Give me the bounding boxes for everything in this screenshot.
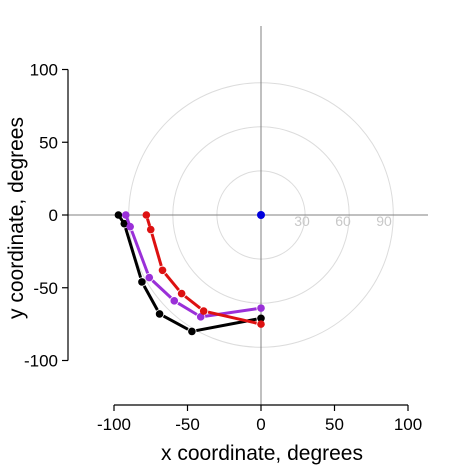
y-tick-label: 50 [39,133,58,152]
x-tick-label: -100 [97,415,131,434]
series-segment [177,301,198,316]
x-tick-label: 50 [325,415,344,434]
series-segment [164,272,180,292]
series-point [114,211,123,219]
series-segment [204,307,257,318]
y-axis-label: y coordinate, degrees [5,117,28,319]
y-tick-label: 0 [49,206,58,225]
series-segment [146,218,152,227]
center-point [257,211,265,219]
center-point-group [257,211,265,219]
series-point [121,211,130,219]
x-axis-label: x coordinate, degrees [161,442,363,465]
series-point [177,289,186,298]
series-point [158,266,167,275]
series-2 [121,211,265,321]
series-point [142,211,151,219]
series-point [199,307,208,315]
series-segment [151,279,172,299]
x-tick-label: -50 [175,415,200,434]
series-point [138,278,146,286]
series-point [188,327,196,336]
series-point [145,273,154,282]
y-tick-label: -50 [33,279,58,298]
ring-label: 60 [335,213,351,229]
series-segment [125,217,131,225]
series-point [257,314,265,323]
x-tick-label: 0 [256,415,265,434]
series-group [114,211,265,336]
series-segment [130,230,150,274]
series-point [196,313,205,321]
series-point [170,297,179,305]
series-1 [114,211,265,336]
series-segment [162,314,189,331]
ring-label: 30 [294,213,310,229]
series-segment [184,295,202,310]
series-point [257,304,265,312]
series-point [126,222,134,231]
series-segment [207,310,257,325]
series-point [257,320,265,328]
axes: -100 -50 0 50 100 -100 -50 0 50 100 [24,61,422,435]
series-point [155,310,164,318]
y-tick-label: -100 [24,352,58,371]
series-segment [142,285,159,311]
ring-label: 90 [376,213,392,229]
series-3 [142,211,265,328]
series-segment [150,233,163,267]
x-tick-label: 100 [394,415,422,434]
series-segment [124,227,143,279]
series-point [146,225,155,234]
series-point [120,219,129,228]
y-tick-label: 100 [30,61,58,80]
